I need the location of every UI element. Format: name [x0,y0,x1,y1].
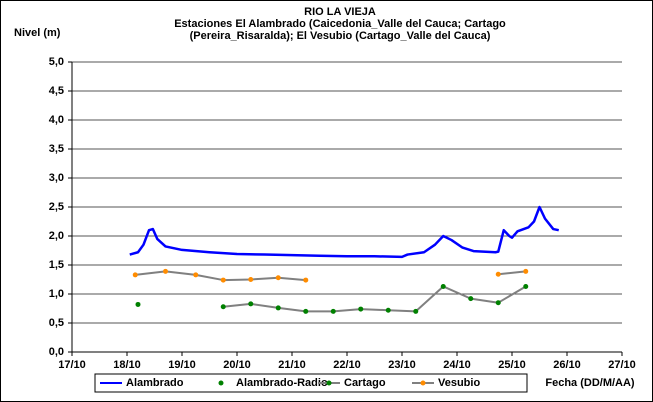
series-marker [132,272,138,278]
legend-label: Vesubio [438,377,480,389]
legend-swatch [326,380,332,386]
series-marker [385,307,391,313]
series-marker [163,268,168,274]
y-tick-label: 5,0 [49,56,64,68]
y-axis-label: Nivel (m) [14,27,61,39]
series-marker [248,301,254,307]
y-tick-label: 3,5 [49,143,64,155]
y-tick-label: 0,5 [49,317,64,329]
series-marker [523,268,529,274]
series-line [129,205,560,259]
x-tick-label: 22/10 [333,359,361,371]
series-marker [303,308,309,314]
series-marker [413,308,419,314]
legend-swatch [420,380,426,386]
y-tick-label: 2,5 [49,201,64,213]
x-tick-label: 21/10 [278,359,306,371]
legend-swatch [218,380,224,386]
x-tick-label: 23/10 [388,359,416,371]
series-marker [495,300,501,306]
series-marker [358,306,364,312]
series-marker [220,277,226,283]
series-marker [275,305,281,311]
chart-title: Estaciones El Alambrado (Caicedonia_Vall… [174,18,506,30]
series-marker [303,277,309,283]
y-tick-label: 2,0 [49,230,64,242]
y-tick-label: 0,0 [49,346,64,358]
y-tick-label: 1,5 [49,259,64,271]
legend [94,373,528,393]
legend-label: Alambrado [126,377,184,389]
x-tick-label: 20/10 [223,359,251,371]
legend-label: Alambrado-Radio [236,377,328,389]
x-tick-label: 26/10 [553,359,581,371]
series-marker [495,271,501,277]
x-tick-label: 25/10 [498,359,526,371]
y-tick-label: 4,0 [49,114,64,126]
x-tick-label: 19/10 [168,359,196,371]
y-tick-label: 3,0 [49,172,64,184]
x-tick-label: 24/10 [443,359,471,371]
series-marker [468,296,474,302]
chart-title: (Pereira_Risaralda); El Vesubio (Cartago… [190,30,491,42]
series-marker [330,308,336,314]
series-marker [440,283,446,289]
chart-title: RIO LA VIEJA [304,6,376,18]
x-axis-label: Fecha (DD/M/AA) [545,377,635,389]
series-marker [248,277,254,282]
series-marker [193,272,199,278]
legend-label: Cartago [344,377,386,389]
x-tick-label: 27/10 [608,359,636,371]
series-marker [135,301,141,307]
series-marker [523,283,529,289]
x-tick-label: 18/10 [113,359,141,371]
series-marker [275,275,281,281]
y-tick-label: 4,5 [49,85,64,97]
x-tick-label: 17/10 [58,359,86,371]
series-line [223,285,527,313]
y-tick-label: 1,0 [49,288,64,300]
series-marker [220,304,226,310]
